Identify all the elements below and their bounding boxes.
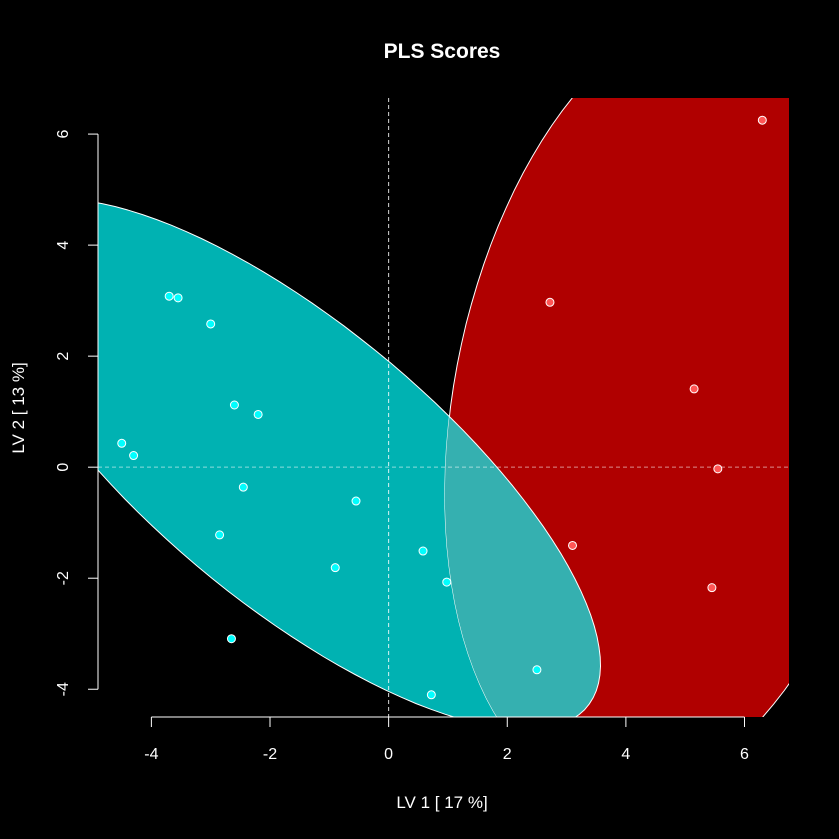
x-tick-label: 2 bbox=[503, 746, 512, 763]
y-tick-label: 6 bbox=[55, 130, 72, 139]
score-point-2-6 bbox=[707, 583, 717, 593]
score-point-1-6 bbox=[117, 438, 127, 448]
score-point-2-1 bbox=[757, 115, 767, 125]
x-axis-label: LV 1 [ 17 %] bbox=[396, 793, 487, 812]
score-point-1-9 bbox=[351, 496, 361, 506]
score-point-1-7 bbox=[129, 451, 139, 461]
score-point-1-1 bbox=[164, 291, 174, 301]
score-point-1-3 bbox=[206, 319, 216, 329]
y-tick-label: -4 bbox=[55, 682, 72, 696]
score-point-1-8 bbox=[238, 482, 248, 492]
chart-title: PLS Scores bbox=[384, 40, 501, 63]
score-point-2-4 bbox=[713, 464, 723, 474]
score-point-1-2 bbox=[173, 293, 183, 303]
x-tick-label: -4 bbox=[144, 746, 158, 763]
x-tick-label: 4 bbox=[621, 746, 630, 763]
y-tick-label: 4 bbox=[55, 241, 72, 250]
score-point-1-5 bbox=[253, 409, 263, 419]
score-point-1-10 bbox=[215, 530, 225, 540]
score-point-1-4 bbox=[229, 400, 239, 410]
x-tick-label: 6 bbox=[740, 746, 749, 763]
score-point-2-5 bbox=[568, 540, 578, 550]
score-point-1-16 bbox=[426, 690, 436, 700]
y-tick-label: -2 bbox=[55, 571, 72, 585]
score-point-1-11 bbox=[330, 563, 340, 573]
y-tick-label: 2 bbox=[55, 352, 72, 361]
x-tick-label: -2 bbox=[263, 746, 277, 763]
y-axis-label: LV 2 [ 13 %] bbox=[9, 362, 28, 453]
score-point-2-2 bbox=[545, 297, 555, 307]
x-tick-label: 0 bbox=[384, 746, 393, 763]
score-point-1-15 bbox=[532, 665, 542, 675]
score-point-1-12 bbox=[418, 546, 428, 556]
score-point-1-14 bbox=[226, 634, 236, 644]
plot-area bbox=[98, 98, 789, 717]
score-point-1-13 bbox=[442, 577, 452, 587]
x-axis: -4 -2 0 2 4 6 bbox=[144, 716, 749, 763]
y-tick-label: 0 bbox=[55, 463, 72, 472]
score-point-2-3 bbox=[689, 384, 699, 394]
y-axis: -4 -2 0 2 4 6 bbox=[55, 130, 99, 696]
